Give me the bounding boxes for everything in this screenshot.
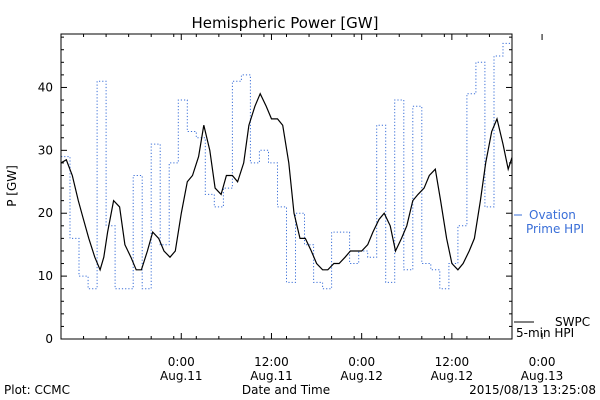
x-tick-label-time: 0:00 [529,355,556,369]
x-tick-label-date: Aug.12 [340,369,383,383]
x-tick-label-date: Aug.12 [431,369,474,383]
legend-swpc: SWPC 5-min HPI [514,315,590,340]
plot-frame [60,33,513,340]
plot-credit: Plot: CCMC [4,383,70,397]
x-axis-label: Date and Time [242,383,330,397]
legend-swpc-line1: SWPC [555,315,590,329]
y-tick-label: 30 [38,143,53,157]
legend-ovation-line2: Prime HPI [526,222,584,236]
x-axis-ticks: 0:00Aug.1112:00Aug.110:00Aug.1212:00Aug.… [83,34,564,383]
x-tick-label-date: Aug.13 [521,369,564,383]
x-tick-label-time: 12:00 [254,355,289,369]
series-ovation-prime-line [61,42,512,290]
x-tick-label-time: 0:00 [348,355,375,369]
legend-swpc-line2: 5-min HPI [516,326,574,340]
x-tick-label-date: Aug.11 [160,369,203,383]
legend-ovation-line1: Ovation [529,208,576,222]
y-tick-label: 10 [38,269,53,283]
plot-timestamp: 2015/08/13 13:25:08 [469,383,596,397]
chart-title: Hemispheric Power [GW] [192,14,379,32]
x-tick-label-time: 12:00 [435,355,470,369]
x-tick-label-date: Aug.11 [250,369,293,383]
series-swpc-line [61,92,512,272]
y-axis-label: P [GW] [5,165,19,207]
series-layer [61,42,512,290]
x-tick-label-time: 0:00 [168,355,195,369]
legend-ovation-prime: Ovation Prime HPI [514,208,584,236]
y-tick-label: 0 [45,332,53,346]
y-tick-label: 40 [38,80,53,94]
y-axis-ticks: 0 10 20 30 40 [38,36,512,346]
y-tick-label: 20 [38,206,53,220]
